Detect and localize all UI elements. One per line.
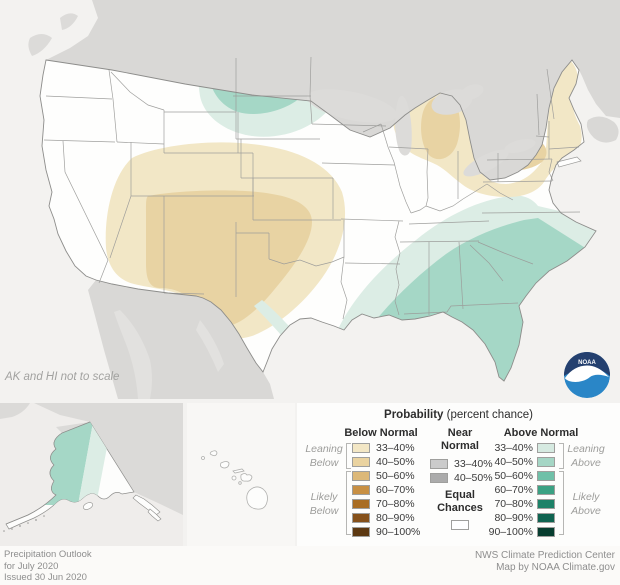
below-swatch (352, 457, 370, 467)
panhandle-islands (132, 494, 162, 522)
below-swatch (352, 443, 370, 453)
footer-left: Precipitation Outlook for July 2020 Issu… (4, 549, 92, 584)
leaning-below-bracket (346, 443, 351, 469)
below-normal-header: Below Normal (344, 427, 418, 439)
likely-below-label: Likely Below (309, 491, 339, 517)
above-swatch (537, 527, 555, 537)
us-outline (39, 59, 597, 382)
alaska-inset-map (0, 403, 183, 546)
above-swatch (537, 485, 555, 495)
russia-corner (0, 403, 30, 419)
likely-above-bracket (559, 471, 564, 535)
legend-row: 33–40% (430, 457, 540, 471)
great-lakes (306, 84, 536, 177)
above-swatch (537, 471, 555, 481)
footer-issued: Issued 30 Jun 2020 (4, 572, 87, 583)
bc-coast (28, 13, 78, 56)
near-swatch (430, 459, 448, 469)
leaning-above-bracket (559, 443, 564, 469)
alaska-outline2 (5, 421, 91, 525)
legend-row: 50–60% (352, 469, 462, 483)
footer-title: Precipitation Outlook (4, 549, 92, 560)
noaa-logo-text: NOAA (578, 360, 596, 366)
legend-row: 40–50% (430, 471, 540, 485)
kodiak-island (82, 502, 94, 510)
legend-row: 70–80% (352, 497, 462, 511)
hawaiian-islands (201, 450, 268, 510)
above-swatch (537, 499, 555, 509)
below-swatch (352, 527, 370, 537)
alaska-inset (0, 403, 183, 546)
legend-row: 40–50% (483, 455, 563, 469)
leaning-below-label: Leaning Below (305, 443, 343, 469)
legend-title-rest: (percent chance) (446, 409, 533, 421)
legend-row: 90–100% (352, 525, 462, 539)
legend-row: 50–60% (483, 469, 563, 483)
footer-period: for July 2020 (4, 560, 59, 572)
aleutian-islands (3, 515, 45, 532)
legend-row: 80–90% (352, 511, 462, 525)
above-normal-header: Above Normal (503, 427, 579, 439)
noaa-logo: NOAA (564, 352, 610, 398)
legend-row: 33–40% (352, 441, 462, 455)
legend-row: 60–70% (483, 483, 563, 497)
hawaii-inset (187, 403, 295, 546)
probability-legend: Probability (percent chance) Below Norma… (297, 403, 620, 546)
equal-chances-label: Equal Chances (437, 489, 483, 514)
above-swatch (537, 513, 555, 523)
legend-row: 40–50% (352, 455, 462, 469)
long-island (556, 156, 582, 168)
state-borders (43, 56, 581, 320)
scale-note: AK and HI not to scale (5, 371, 120, 383)
hawaii-inset-map (187, 403, 295, 546)
likely-below-bracket (346, 471, 351, 535)
footer-credit: Map by NOAA Climate.gov (496, 561, 615, 573)
footer: Precipitation Outlook for July 2020 Issu… (0, 546, 620, 585)
legend-row: 80–90% (483, 511, 563, 525)
mexico-relief (114, 310, 224, 399)
leaning-above-label: Leaning Above (567, 443, 605, 469)
legend-row: 33–40% (483, 441, 563, 455)
canada-corner (34, 403, 183, 515)
legend-row: 70–80% (483, 497, 563, 511)
region-below-southwest-40-50 (146, 190, 312, 327)
equal-chances-swatch (451, 520, 469, 530)
above-swatch (537, 443, 555, 453)
below-swatch (352, 471, 370, 481)
legend-title: Probability (percent chance) (297, 409, 620, 421)
footer-source: NWS Climate Prediction Center (474, 550, 615, 561)
legend-title-bold: Probability (384, 409, 444, 421)
legend-row: 90–100% (483, 525, 563, 539)
near-swatch (430, 473, 448, 483)
near-normal-header: Near Normal (441, 427, 479, 452)
nova-scotia (586, 116, 619, 143)
noaa-gull (565, 365, 609, 382)
above-swatch (537, 457, 555, 467)
legend-row: 60–70% (352, 483, 462, 497)
below-swatch (352, 499, 370, 509)
below-swatch (352, 513, 370, 523)
likely-above-label: Likely Above (571, 491, 601, 517)
conus-outlook-map (28, 0, 620, 399)
footer-right: NWS Climate Prediction Center Map by NOA… (475, 550, 615, 573)
below-swatch (352, 485, 370, 495)
